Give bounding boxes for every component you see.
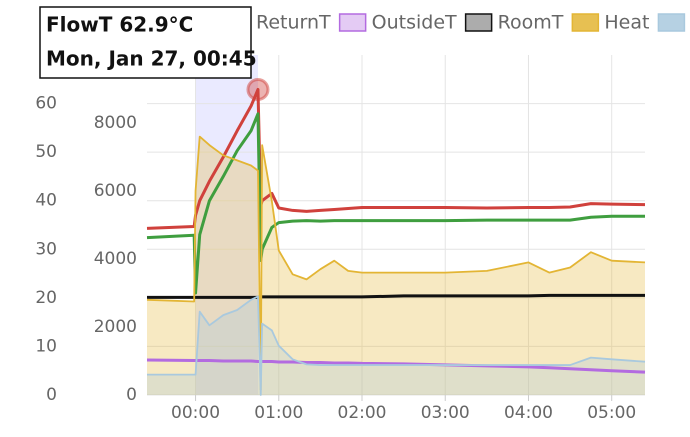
legend-label: OutsideT xyxy=(372,12,457,34)
x-tick-label: 05:00 xyxy=(587,403,636,423)
plot: 0102030405060020004000600080001000000:00… xyxy=(35,45,646,423)
legend-swatch xyxy=(571,13,600,32)
y2-tick-label: 4000 xyxy=(94,249,137,269)
tooltip: FlowT 62.9°C Mon, Jan 27, 00:45 xyxy=(39,6,257,79)
y2-tick-label: 2000 xyxy=(94,317,137,337)
y-tick-label: 20 xyxy=(35,288,57,308)
series-line xyxy=(147,293,645,299)
hover-marker xyxy=(246,77,270,101)
legend-label: RoomT xyxy=(498,12,564,34)
legend-label: ReturnT xyxy=(256,12,331,34)
x-tick-label: 01:00 xyxy=(254,403,303,423)
series-line xyxy=(147,295,646,396)
legend-label: Heat xyxy=(604,12,649,34)
y2-tick-label: 0 xyxy=(126,385,137,405)
series-line xyxy=(146,87,646,230)
y-tick-label: 0 xyxy=(46,385,57,405)
x-tick-label: 04:00 xyxy=(504,403,553,423)
tooltip-box xyxy=(39,6,252,79)
series-line xyxy=(146,112,645,295)
series-area xyxy=(147,296,645,395)
tooltip-date: Mon, Jan 27, 00:45 xyxy=(46,47,257,71)
legend-swatch xyxy=(338,13,367,32)
legend-swatch xyxy=(464,13,493,32)
y-tick-label: 60 xyxy=(35,94,57,114)
x-tick-label: 00:00 xyxy=(171,403,220,423)
series-line xyxy=(146,135,646,391)
y-tick-label: 40 xyxy=(35,191,57,211)
legend-swatch xyxy=(657,13,686,32)
y2-tick-label: 8000 xyxy=(94,113,137,133)
y-tick-label: 50 xyxy=(35,142,57,162)
x-tick-label: 02:00 xyxy=(338,403,387,423)
tooltip-title: FlowT 62.9°C xyxy=(46,13,193,37)
y-tick-label: 30 xyxy=(35,239,57,259)
x-tick-label: 03:00 xyxy=(421,403,470,423)
y2-tick-label: 6000 xyxy=(94,181,137,201)
y-tick-label: 10 xyxy=(35,336,57,356)
